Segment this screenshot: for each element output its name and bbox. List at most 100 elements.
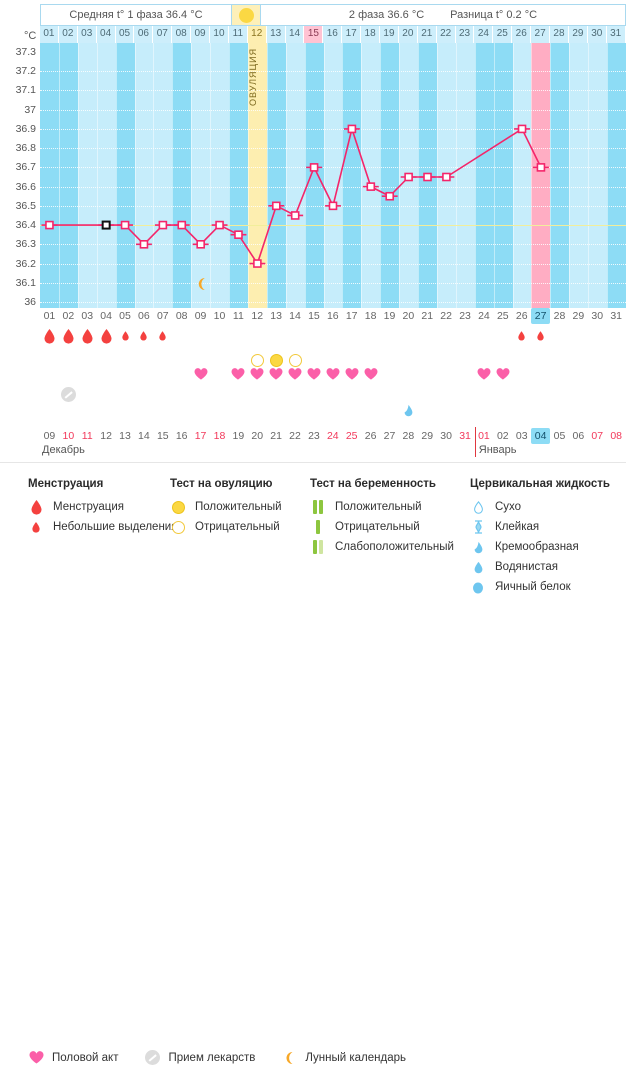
menstruation-cell[interactable] [229,324,248,348]
cycle-day-header-cell[interactable]: 28 [550,26,569,43]
cervical-fluid-cell[interactable] [116,398,135,422]
cycle-day-number[interactable]: 05 [119,310,131,322]
calendar-date-cell[interactable]: 09 [43,430,56,442]
cycle-day-header-cell[interactable]: 21 [417,26,437,43]
cervical-fluid-cell[interactable] [248,398,267,422]
calendar-date-cell[interactable]: 26 [364,430,377,442]
intercourse-cell[interactable] [191,362,210,386]
intercourse-cell[interactable] [323,362,342,386]
intercourse-cell[interactable] [361,362,380,386]
cervical-fluid-cell[interactable] [172,398,191,422]
cycle-day-number[interactable]: 30 [591,310,604,322]
chart-day-column[interactable] [210,26,230,308]
intercourse-cell[interactable] [493,362,512,386]
cycle-day-header-cell[interactable]: 08 [172,26,192,43]
temperature-point[interactable] [442,172,451,182]
temperature-point[interactable] [347,124,357,134]
cervical-fluid-cell[interactable] [361,398,380,422]
cycle-day-number[interactable]: 19 [383,310,396,322]
cycle-day-header-cell[interactable]: 13 [266,26,286,43]
intercourse-cell[interactable] [286,362,305,386]
calendar-date-cell[interactable]: 17 [194,430,207,442]
temperature-point[interactable] [177,220,187,230]
menstruation-cell[interactable] [78,324,97,348]
medication-row[interactable] [40,382,626,406]
cycle-day-number[interactable]: 22 [440,310,452,322]
cycle-day-number[interactable]: 15 [308,310,320,322]
cervical-fluid-cell[interactable] [418,398,437,422]
calendar-date-cell[interactable]: 13 [119,430,131,442]
menstruation-cell[interactable] [588,324,607,348]
calendar-date-cell[interactable]: 20 [251,430,264,442]
temperature-point[interactable] [253,259,262,268]
ovulation-test-negative-icon[interactable] [288,353,302,367]
menstruation-cell[interactable] [456,324,475,348]
temperature-point[interactable] [196,240,205,249]
cycle-day-header-cell[interactable]: 12 [247,26,267,43]
cervical-fluid-cell[interactable] [569,398,588,422]
calendar-date-cell[interactable]: 10 [62,430,75,442]
cervical-fluid-cell[interactable] [456,398,475,422]
cycle-day-header-cell[interactable]: 16 [323,26,343,43]
intercourse-cell[interactable] [248,362,267,386]
menstruation-cell[interactable] [399,324,418,348]
temperature-point[interactable] [536,163,546,172]
calendar-date-cell[interactable]: 02 [496,430,509,442]
menstruation-cell[interactable] [191,324,210,348]
cycle-day-number[interactable]: 04 [100,310,112,322]
menstruation-cell[interactable] [134,324,153,348]
cycle-day-header-cell[interactable]: 23 [455,26,475,43]
menstruation-cell[interactable] [531,324,550,348]
calendar-date-cell[interactable]: 21 [270,430,282,442]
cervical-fluid-cell[interactable] [78,398,97,422]
calendar-date-cell[interactable]: 07 [591,430,604,442]
cervical-fluid-cell[interactable] [286,398,305,422]
menstruation-cell[interactable] [59,324,78,348]
menstruation-cell[interactable] [342,324,361,348]
temperature-point[interactable] [290,211,300,220]
ovulation-test-cell[interactable] [267,348,286,372]
menstruation-cell[interactable] [323,324,342,348]
calendar-date-cell[interactable]: 08 [610,430,622,442]
cycle-day-header-cell[interactable]: 25 [493,26,513,43]
chart-day-column[interactable] [436,26,456,308]
calendar-date-cell[interactable]: 05 [553,430,566,442]
cycle-day-header-cell[interactable]: 11 [228,26,248,43]
temperature-point[interactable] [139,240,149,249]
menstruation-cell[interactable] [286,324,305,348]
temperature-point[interactable] [517,124,527,134]
cycle-day-header-cell[interactable]: 04 [96,26,116,43]
cycle-day-header-cell[interactable]: 03 [77,26,97,43]
cycle-day-number[interactable]: 18 [364,310,377,322]
cycle-day-header-cell[interactable]: 29 [568,26,588,43]
calendar-date-cell[interactable]: 25 [345,430,358,442]
menstruation-cell[interactable] [474,324,493,348]
cycle-day-number[interactable]: 03 [81,310,94,322]
ovulation-test-cell[interactable] [248,348,267,372]
cervical-fluid-cell[interactable] [399,398,418,422]
cycle-day-header-cell[interactable]: 31 [606,26,626,43]
cervical-fluid-cell[interactable] [380,398,399,422]
temperature-point[interactable] [158,220,168,230]
calendar-date-cell[interactable]: 29 [421,430,434,442]
temperature-point[interactable] [120,220,130,230]
cycle-day-number[interactable]: 09 [194,310,207,322]
cycle-day-header-cell[interactable]: 30 [587,26,607,43]
cycle-day-number[interactable]: 25 [496,310,509,322]
calendar-date-cell[interactable]: 24 [326,430,339,442]
temperature-point[interactable] [385,191,395,201]
calendar-date-cell[interactable]: 03 [515,430,528,442]
cycle-day-number[interactable]: 31 [610,310,622,322]
menstruation-cell[interactable] [210,324,229,348]
temperature-point[interactable] [45,220,54,230]
cycle-day-header-cell[interactable]: 15 [304,26,324,43]
cycle-day-number[interactable]: 17 [345,310,358,322]
intercourse-row[interactable] [40,362,626,386]
cycle-day-number[interactable]: 01 [43,310,56,322]
ovulation-test-cell[interactable] [286,348,305,372]
cycle-day-header-row[interactable]: 01 02 03 04 05 06 07 08 09 10 11 12 13 14 15 16 17 18 19 20… [40,26,626,43]
cycle-day-header-cell[interactable]: 09 [191,26,211,43]
calendar-date-cell[interactable]: 30 [440,430,452,442]
cycle-day-header-cell[interactable]: 02 [58,26,78,43]
temperature-point[interactable] [101,220,111,230]
